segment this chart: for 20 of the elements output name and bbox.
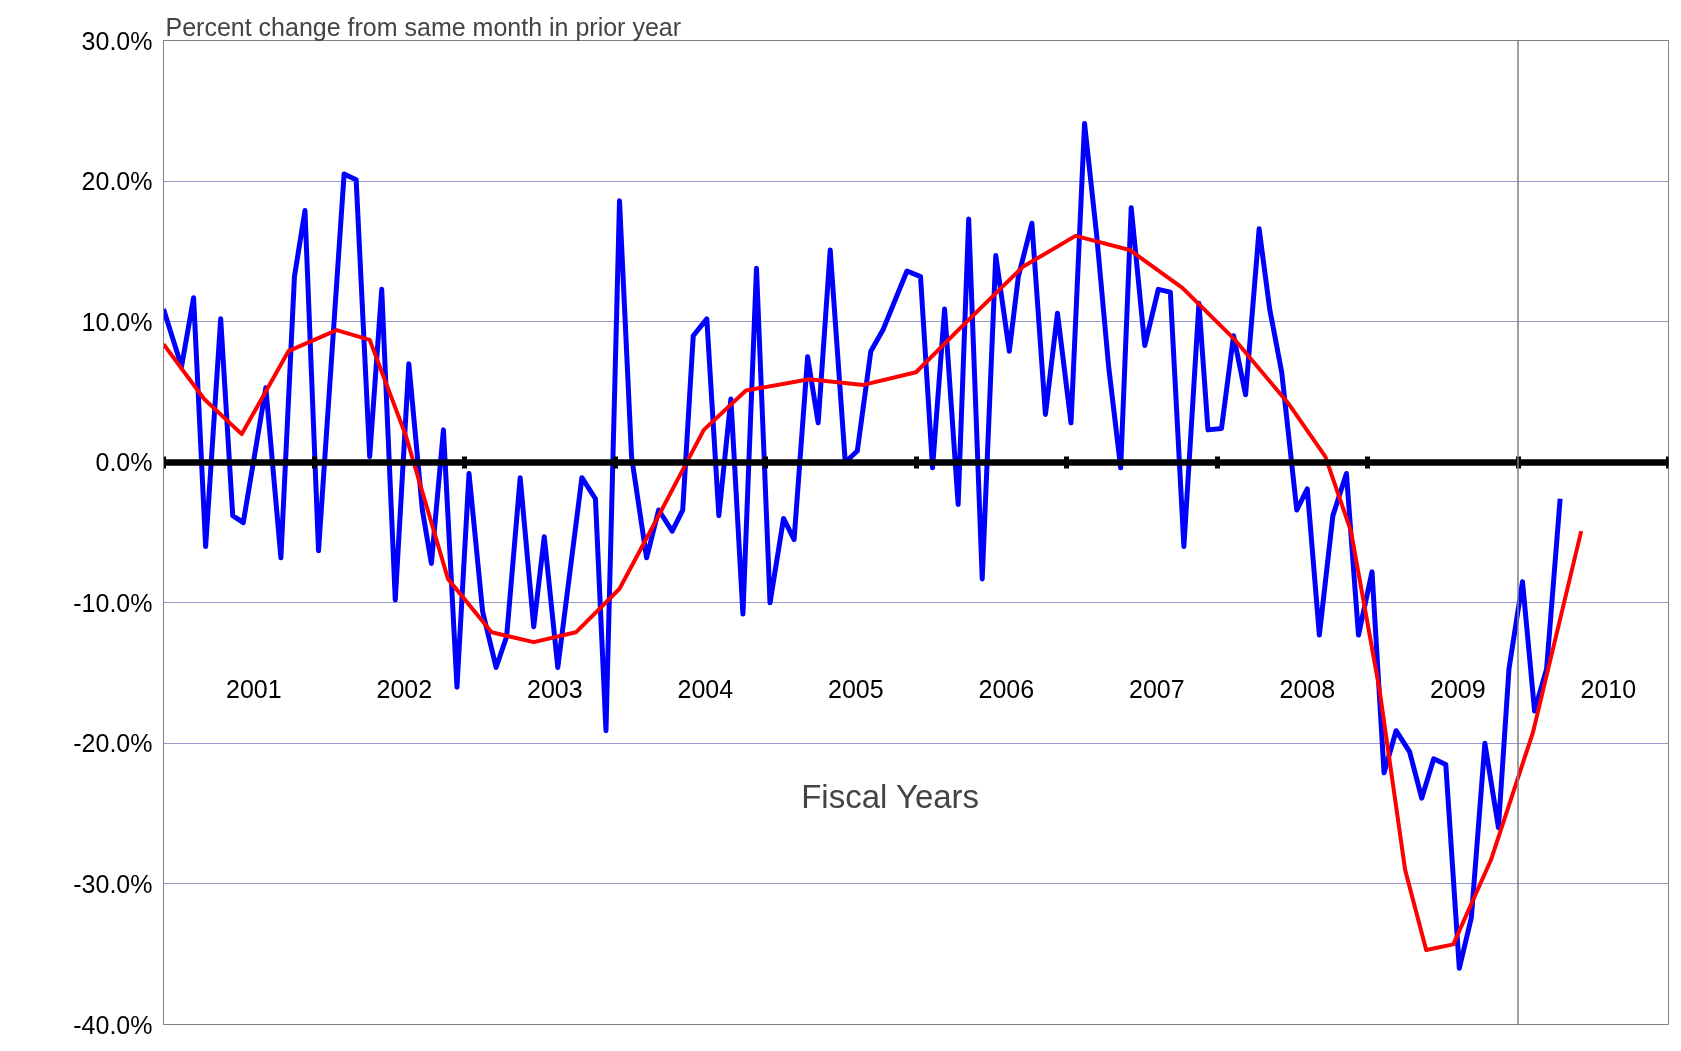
x-tick-label: 2007 (1128, 675, 1185, 704)
y-tick-label: 0.0% (95, 448, 153, 477)
y-tick-label: -30.0% (73, 869, 153, 898)
x-tick-label: 2004 (677, 675, 734, 704)
x-tick-label: 2009 (1429, 675, 1486, 704)
y-tick-label: -20.0% (73, 729, 153, 758)
x-tick-label: 2003 (526, 675, 583, 704)
y-tick-label: 20.0% (81, 167, 153, 196)
y-tick-label: 30.0% (81, 26, 153, 55)
y-tick-label: -10.0% (73, 588, 153, 617)
x-tick-label: 2002 (376, 675, 433, 704)
y-tick-label: -40.0% (73, 1010, 153, 1039)
x-tick-label: 2005 (827, 675, 884, 704)
x-tick-label: 2006 (978, 675, 1035, 704)
chart-title: Percent change from same month in prior year (165, 12, 682, 41)
x-tick-label: 2001 (225, 675, 282, 704)
y-tick-label: 10.0% (81, 307, 153, 336)
x-tick-label: 2008 (1279, 675, 1336, 704)
x-axis-title: Fiscal Years (801, 778, 980, 816)
x-tick-label: 2010 (1580, 675, 1637, 704)
